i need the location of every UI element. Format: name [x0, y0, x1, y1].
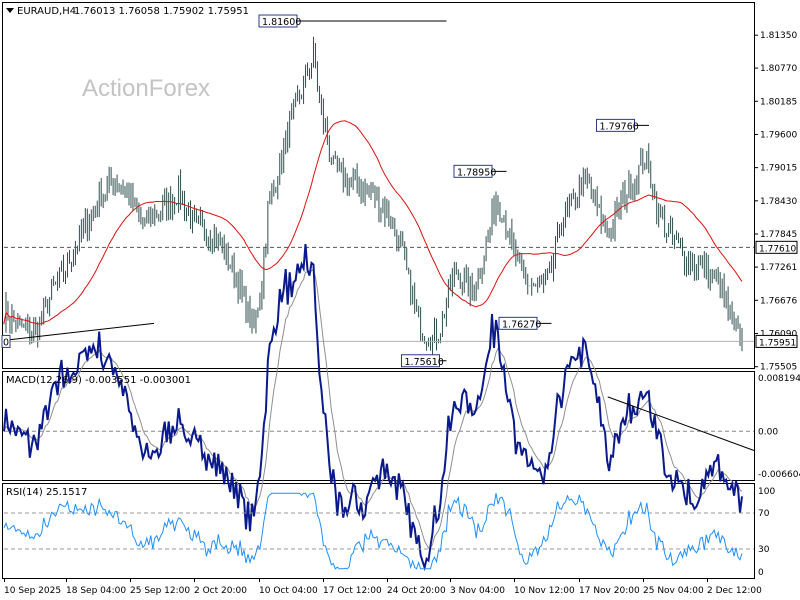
level-label: 1.75610 — [405, 357, 444, 368]
macd-title: MACD(12,26,9) -0.003551 -0.003001 — [6, 375, 191, 386]
time-tick-label: 2 Oct 20:00 — [194, 586, 247, 596]
trendline — [3, 322, 155, 341]
rsi-tick-label: 30 — [758, 545, 770, 555]
left-tag-box — [1, 334, 11, 348]
time-tick-label: 10 Oct 04:00 — [259, 586, 318, 596]
macd-trendline — [607, 396, 755, 451]
time-tick-label: 25 Sep 12:00 — [130, 586, 190, 596]
price-tick-label: 1.75505 — [760, 363, 797, 373]
time-tick-label: 17 Nov 20:00 — [579, 586, 640, 596]
level-label-box — [498, 316, 538, 330]
level-label-box — [453, 164, 493, 178]
level-label-box — [258, 14, 298, 28]
symbol-dropdown-icon[interactable] — [6, 8, 14, 13]
left-tag: 0 — [3, 337, 9, 348]
price-levels: 1.81600 1.78950 1.79760 1.76270 1.75610 0 — [1, 14, 754, 368]
price-tick-label: 1.80770 — [760, 64, 797, 74]
price-tick-label: 1.80185 — [760, 97, 797, 107]
watermark: ActionForex — [82, 75, 210, 102]
rsi-tick-label: 100 — [758, 487, 775, 497]
level-label: 1.79760 — [600, 121, 639, 132]
price-tick-label: 1.77261 — [760, 263, 797, 273]
time-tick-label: 3 Nov 04:00 — [450, 586, 505, 596]
rsi-tick-label: 0 — [758, 568, 764, 578]
price-tick-label: 1.76676 — [760, 296, 797, 306]
price-panel-frame — [2, 2, 755, 369]
level-label: 1.81600 — [262, 17, 301, 28]
price-tick-label: 1.79015 — [760, 164, 797, 174]
time-tick-label: 10 Nov 12:00 — [514, 586, 575, 596]
axis-labels: 1.81350 1.80770 1.80185 1.79600 1.79015 1.784… — [4, 31, 800, 596]
level-label: 1.76270 — [502, 319, 541, 330]
macd-tick-label: 0.00 — [758, 427, 778, 437]
price-marker-box — [755, 334, 798, 348]
price-bars — [3, 36, 743, 358]
price-tick-label: 1.76090 — [760, 330, 797, 340]
price-marker-label: 1.75951 — [759, 338, 796, 348]
level-label-box — [596, 118, 635, 132]
time-tick-label: 10 Sep 2025 — [4, 586, 61, 596]
time-tick-label: 2 Dec 12:00 — [707, 586, 762, 596]
macd-panel-frame — [2, 371, 755, 481]
moving-average-line — [3, 120, 743, 325]
price-marker-box — [755, 240, 798, 254]
rsi-panel-frame — [2, 483, 755, 579]
price-tick-label: 1.78430 — [760, 197, 797, 207]
rsi-panel — [3, 492, 754, 570]
rsi-line — [3, 492, 743, 570]
level-label-box — [401, 354, 440, 368]
macd-tick-label: -0.006604 — [758, 470, 800, 480]
macd-panel — [3, 244, 755, 572]
time-tick-label: 17 Oct 12:00 — [323, 586, 382, 596]
ohlc-values: 1.76013 1.76058 1.75902 1.75951 — [74, 6, 249, 17]
price-marker-label: 1.77610 — [759, 244, 796, 254]
price-tick-label: 1.77845 — [760, 230, 797, 240]
macd-line — [3, 244, 743, 572]
macd-signal-line — [3, 268, 743, 549]
price-tick-label: 1.79600 — [760, 130, 797, 140]
price-panel: 1.81600 1.78950 1.79760 1.76270 1.75610 0 — [1, 14, 754, 368]
time-tick-label: 18 Sep 04:00 — [66, 586, 126, 596]
time-tick-label: 24 Oct 20:00 — [387, 586, 446, 596]
time-tick-label: 25 Nov 04:00 — [643, 586, 704, 596]
symbol-label: EURAUD,H4 — [17, 6, 76, 17]
rsi-tick-label: 70 — [758, 509, 770, 519]
macd-tick-label: 0.008194 — [758, 374, 800, 384]
level-label: 1.78950 — [457, 167, 496, 178]
price-tick-label: 1.81350 — [760, 31, 797, 41]
rsi-title: RSI(14) 25.1517 — [6, 487, 87, 498]
